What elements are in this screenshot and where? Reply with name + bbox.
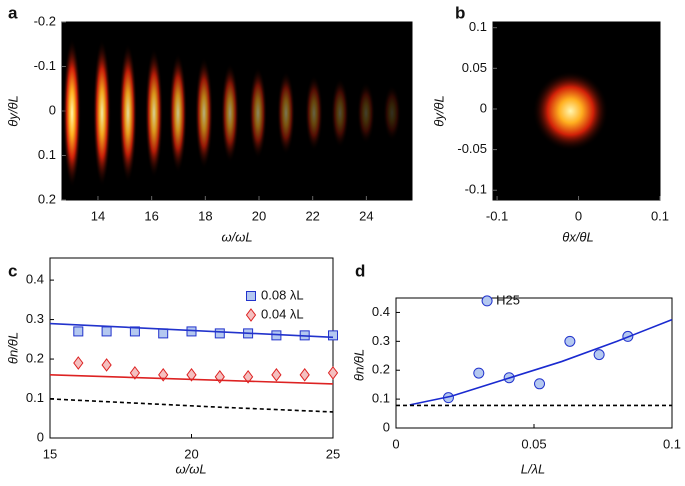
x-tick-label: 0.05: [521, 436, 546, 451]
x-axis-title: θx/θL: [562, 229, 593, 244]
y-tick-label: 0.3: [26, 311, 44, 326]
y-tick-label: 0.2: [38, 191, 56, 206]
x-tick-label: 0: [392, 436, 399, 451]
x-tick-label: 0: [575, 208, 582, 223]
x-tick-label: 20: [252, 208, 266, 223]
y-tick-label: 0.2: [372, 362, 390, 377]
heatmap-blob: [331, 78, 349, 148]
y-tick-label: 0.1: [469, 19, 487, 34]
series-line: [49, 398, 334, 413]
y-tick-label: 0: [383, 419, 390, 434]
data-point: [158, 328, 169, 339]
y-tick-label: 0.4: [26, 272, 44, 287]
heatmap-blob: [357, 82, 375, 144]
heatmap-blob: [119, 43, 137, 183]
x-tick-label: 16: [144, 208, 158, 223]
x-tick-label: -0.1: [486, 208, 508, 223]
y-tick-label: 0: [37, 429, 44, 444]
x-tick-label: 25: [326, 446, 340, 461]
data-point: [214, 328, 225, 339]
plot-frame: [395, 297, 673, 429]
x-axis-title: ω/ωL: [221, 229, 252, 244]
y-tick-label: 0.4: [372, 304, 390, 319]
heatmap-blob: [305, 75, 323, 151]
panel-letter: c: [8, 261, 17, 280]
data-point: [101, 358, 112, 372]
point-label: H25: [496, 292, 520, 307]
panel-letter: b: [455, 3, 465, 22]
data-point: [299, 368, 310, 382]
x-tick-label: 18: [198, 208, 212, 223]
y-tick-label: -0.1: [34, 58, 56, 73]
legend-label: 0.08 λL: [261, 287, 304, 302]
x-axis-title: L/λL: [521, 461, 545, 476]
data-point: [593, 349, 605, 361]
y-tick-label: -0.2: [34, 13, 56, 28]
data-point: [564, 335, 576, 347]
heatmap-blob: [249, 67, 267, 159]
x-axis-title: ω/ωL: [175, 461, 206, 476]
legend-marker: [246, 291, 256, 301]
heatmap-blob: [532, 71, 609, 151]
heatmap-blob: [63, 38, 81, 188]
series-line: [409, 318, 673, 406]
data-point: [327, 366, 339, 380]
y-axis-title: θn/θL: [351, 349, 366, 381]
data-point: [101, 326, 112, 337]
y-axis-title: θn/θL: [5, 332, 20, 364]
data-point: [73, 356, 84, 370]
x-tick-label: 20: [184, 446, 198, 461]
panel-letter: d: [355, 261, 365, 280]
data-point: [214, 369, 225, 384]
series-line: [49, 322, 334, 339]
data-point: [328, 330, 338, 341]
data-point: [186, 326, 197, 337]
y-tick-label: 0.3: [372, 333, 390, 348]
heatmap-blob: [169, 53, 187, 173]
x-tick-label: 22: [305, 208, 319, 223]
y-axis-title: θy/θL: [5, 95, 20, 126]
y-tick-label: -0.05: [457, 141, 487, 156]
y-axis-title: θy/θL: [431, 95, 446, 126]
x-tick-label: 15: [43, 446, 57, 461]
x-tick-label: 14: [91, 208, 105, 223]
heatmap-blob: [277, 71, 295, 155]
data-point: [242, 369, 254, 384]
y-tick-label: 0.1: [26, 390, 44, 405]
heatmap-blob: [93, 39, 111, 187]
x-tick-label: 0.1: [663, 436, 681, 451]
y-tick-label: 0.1: [38, 147, 56, 162]
legend-marker: [245, 308, 257, 322]
y-tick-label: 0: [49, 102, 56, 117]
y-tick-label: 0.2: [26, 350, 44, 365]
heatmap-blob: [195, 57, 213, 169]
y-tick-label: 0: [480, 100, 487, 115]
x-tick-label: 24: [359, 208, 373, 223]
data-point: [129, 366, 141, 380]
heatmap-blob: [221, 63, 239, 163]
y-tick-label: 0.05: [462, 60, 487, 75]
data-point: [271, 368, 282, 382]
heatmap-blob: [383, 85, 401, 141]
data-point: [534, 378, 546, 390]
data-point: [73, 326, 84, 337]
x-tick-label: 0.1: [651, 208, 669, 223]
data-point: [186, 368, 197, 382]
y-tick-label: -0.1: [465, 182, 487, 197]
panel-letter: a: [8, 3, 18, 22]
data-point: [473, 367, 485, 379]
plot-frame: [49, 257, 334, 439]
data-point: [481, 295, 493, 307]
heatmap-blob: [145, 48, 163, 178]
series-line: [49, 374, 334, 385]
legend-label: 0.04 λL: [261, 306, 304, 321]
y-tick-label: 0.1: [372, 391, 390, 406]
